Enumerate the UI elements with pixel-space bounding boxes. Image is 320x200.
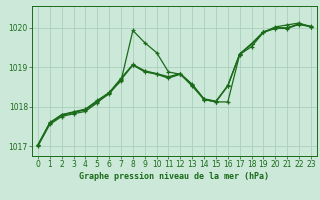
X-axis label: Graphe pression niveau de la mer (hPa): Graphe pression niveau de la mer (hPa): [79, 172, 269, 181]
